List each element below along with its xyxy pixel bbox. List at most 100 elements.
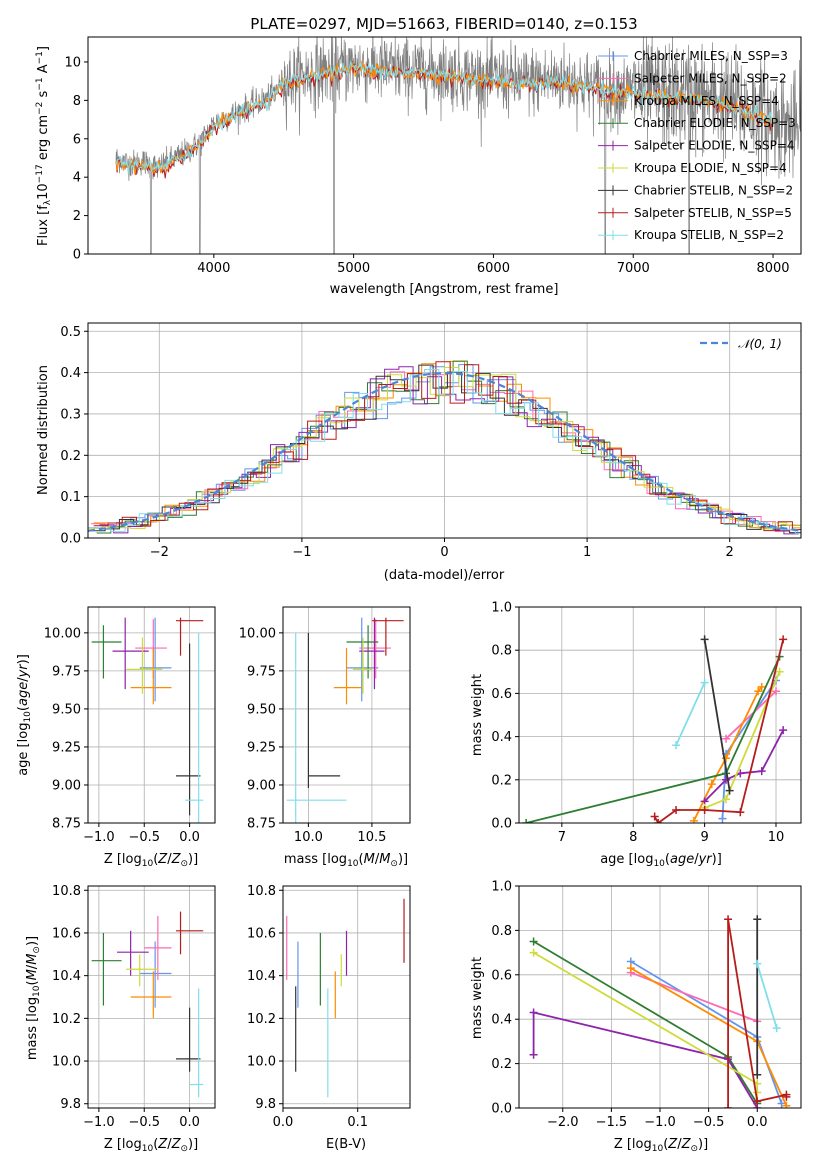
y-tick-label: 9.25 bbox=[247, 740, 276, 755]
y-tick-label: 1.0 bbox=[491, 880, 512, 895]
x-tick-label: −0.5 bbox=[693, 1115, 725, 1130]
x-tick-label: −1.0 bbox=[83, 1115, 115, 1130]
mass-weight-marker-kroupa_miles bbox=[626, 964, 635, 973]
mass-weight-marker-salp_stelib bbox=[650, 812, 659, 821]
y-tick-label: 10.2 bbox=[52, 1012, 81, 1027]
mass-weight-marker-kroupa_elodie bbox=[722, 795, 731, 804]
axes-frame bbox=[87, 36, 802, 255]
mass-weight-marker-salp_elodie bbox=[529, 1008, 538, 1017]
y-tick-label: 9.75 bbox=[52, 664, 81, 679]
y-tick-label: 0.0 bbox=[491, 817, 512, 832]
mass-weight-marker-kroupa_stelib bbox=[753, 959, 762, 968]
mass-weight-marker-salp_stelib bbox=[782, 1092, 791, 1101]
mass-vs-metallicity-panel: −1.0 −0.5 0.0 9.8 10.0 10.2 10.4 10.6 10.8 Z [lo… bbox=[25, 884, 216, 1154]
weight-age-xlabel: age [log10(age/yr)] bbox=[600, 852, 722, 869]
x-tick-label: 0.0 bbox=[747, 1115, 768, 1130]
x-tick-label: 0.0 bbox=[179, 830, 200, 845]
plot-area bbox=[88, 360, 801, 535]
x-tick-label: 10.5 bbox=[357, 830, 386, 845]
x-tick-label: 0.0 bbox=[273, 1115, 294, 1130]
mass-weight-marker-salp_stelib bbox=[779, 635, 788, 644]
mass-weight-marker-chab_miles bbox=[718, 814, 727, 823]
x-tick-label: 1 bbox=[583, 545, 591, 560]
y-tick-label: 10.2 bbox=[247, 1012, 276, 1027]
x-tick-label: 9 bbox=[700, 830, 708, 845]
y-tick-label: 6 bbox=[73, 132, 81, 147]
x-tick-label: −0.5 bbox=[128, 1115, 160, 1130]
histogram-xlabel: (data-model)/error bbox=[384, 568, 505, 583]
spectrum-xlabel: wavelength [Angstrom, rest frame] bbox=[330, 282, 559, 297]
legend-label-normal: 𝒩(0, 1) bbox=[738, 337, 782, 351]
x-tick-label: −0.5 bbox=[128, 830, 160, 845]
y-tick-label: 9.25 bbox=[52, 740, 81, 755]
legend-label-chab_miles: Chabrier MILES, N_SSP=3 bbox=[634, 49, 788, 63]
mass-weight-line-salp_elodie bbox=[703, 729, 784, 803]
mass-weight-line-chab_stelib bbox=[703, 639, 731, 791]
axes-frame bbox=[518, 606, 802, 824]
y-tick-label: 0.6 bbox=[491, 968, 512, 983]
y-tick-label: 8.75 bbox=[247, 817, 276, 832]
mass-ebv-xlabel: E(B-V) bbox=[326, 1137, 366, 1152]
mass-weight-marker-salp_stelib bbox=[724, 915, 733, 924]
y-tick-label: 0.2 bbox=[60, 449, 81, 464]
mass-weight-marker-chab_stelib bbox=[700, 635, 709, 644]
x-tick-label: 5000 bbox=[337, 261, 370, 276]
mass-weight-line-kroupa_stelib bbox=[675, 682, 706, 746]
age-vs-metallicity-panel: −1.0 −0.5 0.0 8.75 9.00 9.25 9.50 9.75 10.00 Z [… bbox=[16, 606, 216, 869]
residual-histogram-panel: −2 −1 0 1 2 0.0 0.1 0.2 0.3 0.4 0.5 𝒩(0, 1) (data-m… bbox=[36, 322, 802, 583]
y-tick-label: 10.6 bbox=[52, 926, 81, 941]
x-tick-label: 0.1 bbox=[347, 1115, 368, 1130]
y-tick-label: 10 bbox=[64, 55, 81, 70]
y-tick-label: 10.8 bbox=[247, 884, 276, 899]
y-tick-label: 0.3 bbox=[60, 407, 81, 422]
legend-label-kroupa_stelib: Kroupa STELIB, N_SSP=2 bbox=[634, 228, 784, 242]
plot-area bbox=[522, 635, 788, 823]
legend-label-salp_elodie: Salpeter ELODIE, N_SSP=4 bbox=[634, 139, 795, 153]
mass-weight-marker-salp_stelib bbox=[724, 1104, 733, 1108]
axes-frame bbox=[87, 606, 216, 824]
plot-area bbox=[115, 37, 801, 254]
plot-area bbox=[529, 915, 791, 1108]
y-tick-label: 10.00 bbox=[44, 626, 81, 641]
mass-vs-extinction-panel: 0.0 0.1 9.8 10.0 10.2 10.4 10.6 10.8 E(B-V) bbox=[247, 884, 411, 1152]
x-tick-label: 6000 bbox=[477, 261, 510, 276]
mass-weight-marker-chab_stelib bbox=[753, 1070, 762, 1079]
age-mass-xlabel: mass [log10(M/M⊙)] bbox=[284, 852, 408, 869]
axes-frame bbox=[282, 606, 411, 824]
histogram-ylabel: Normed distribution bbox=[36, 365, 51, 495]
legend-label-kroupa_miles: Kroupa MILES, N_SSP=4 bbox=[634, 94, 779, 108]
y-tick-label: 0.2 bbox=[491, 1057, 512, 1072]
x-tick-label: −1.5 bbox=[596, 1115, 628, 1130]
mass-weight-marker-chab_elodie bbox=[529, 937, 538, 946]
y-tick-label: 9.00 bbox=[52, 778, 81, 793]
model-spectrum-kroupa_stelib bbox=[115, 60, 773, 174]
x-tick-label: 7000 bbox=[617, 261, 650, 276]
plot-area bbox=[286, 617, 404, 823]
x-tick-label: −1.0 bbox=[644, 1115, 676, 1130]
mass-weight-marker-kroupa_miles bbox=[689, 816, 698, 823]
y-tick-label: 9.8 bbox=[60, 1097, 81, 1112]
mass-weight-marker-kroupa_elodie bbox=[529, 948, 538, 957]
x-tick-label: 10 bbox=[768, 830, 785, 845]
y-tick-label: 2 bbox=[73, 209, 81, 224]
observed-spectrum-line bbox=[115, 37, 801, 254]
y-tick-label: 0.4 bbox=[491, 730, 512, 745]
mass-weight-marker-kroupa_miles bbox=[757, 682, 766, 691]
mass-weight-marker-kroupa_stelib bbox=[672, 741, 681, 750]
legend-label-salp_miles: Salpeter MILES, N_SSP=2 bbox=[634, 71, 787, 85]
mass-weight-vs-age-panel: 7 8 9 10 0.0 0.2 0.4 0.6 0.8 1.0 age [log10(age/y… bbox=[470, 601, 802, 869]
axes-frame bbox=[87, 322, 802, 539]
age-z-ylabel: age [log10(age/yr)] bbox=[16, 654, 33, 776]
mass-weight-marker-chab_elodie bbox=[522, 819, 531, 823]
mass-z-ylabel: mass [log10(M/M⊙)] bbox=[25, 936, 42, 1060]
mass-weight-marker-salp_stelib bbox=[654, 819, 663, 823]
mass-weight-line-chab_elodie bbox=[525, 656, 781, 823]
x-tick-label: 7 bbox=[558, 830, 566, 845]
mass-weight-marker-chab_stelib bbox=[725, 786, 734, 795]
axes-frame bbox=[282, 885, 411, 1109]
y-tick-label: 0 bbox=[73, 248, 81, 263]
mass-weight-marker-salp_elodie bbox=[529, 1050, 538, 1059]
x-tick-label: 0 bbox=[440, 545, 448, 560]
y-tick-label: 10.6 bbox=[247, 926, 276, 941]
